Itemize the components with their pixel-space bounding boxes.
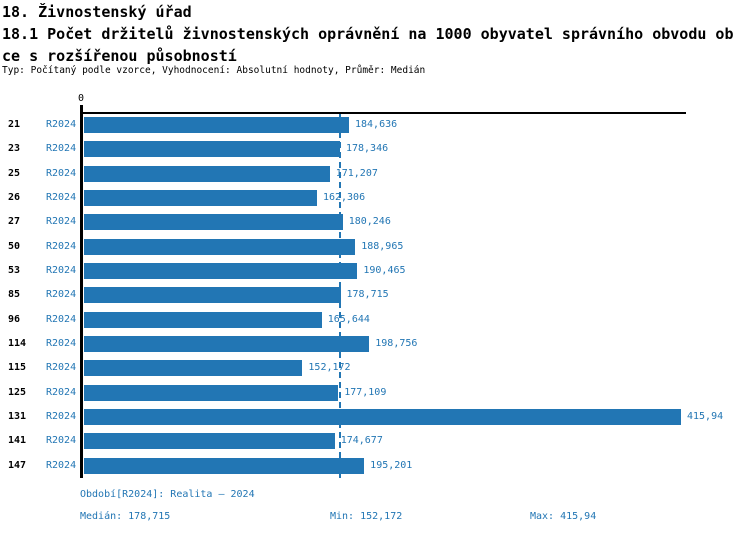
- bar-row: 50 R2024 188,965: [0, 235, 750, 259]
- value-label: 180,246: [348, 216, 391, 228]
- period-label: R2024: [46, 216, 77, 228]
- category-label: 85: [8, 289, 21, 301]
- category-label: 131: [8, 411, 27, 422]
- bar: [84, 433, 335, 450]
- category-label: 141: [8, 435, 27, 447]
- bar-row: 125 R2024 177,109: [0, 381, 750, 405]
- category-label: 147: [8, 459, 27, 471]
- category-label: 53: [8, 265, 21, 276]
- period-label: R2024: [46, 313, 77, 325]
- period-label: R2024: [46, 167, 77, 179]
- y-axis-line: [80, 105, 83, 478]
- bar-row: 141 R2024 174,677: [0, 429, 750, 453]
- bar: [84, 141, 340, 158]
- period-label: R2024: [46, 338, 77, 349]
- bar: [84, 311, 322, 328]
- period-label: R2024: [46, 386, 77, 398]
- category-label: 50: [8, 240, 21, 252]
- category-label: 115: [8, 362, 27, 374]
- footer-max-label: Max: 415,94: [530, 511, 597, 522]
- category-label: 96: [8, 313, 21, 325]
- bar-row: 147 R2024 195,201: [0, 454, 750, 478]
- category-label: 114: [8, 338, 27, 349]
- x-axis-line: [80, 112, 686, 114]
- value-label: 171,207: [335, 167, 378, 179]
- value-label: 178,715: [346, 289, 389, 301]
- period-label: R2024: [46, 143, 77, 155]
- period-label: R2024: [46, 265, 77, 276]
- bar: [84, 117, 349, 134]
- value-label: 190,465: [363, 265, 406, 276]
- value-label: 174,677: [340, 435, 383, 447]
- report-meta: Typ: Počítaný podle vzorce, Vyhodnocení:…: [2, 65, 426, 76]
- value-label: 177,109: [344, 386, 387, 398]
- category-label: 25: [8, 167, 21, 179]
- bar-row: 23 R2024 178,346: [0, 137, 750, 161]
- bar-row: 114 R2024 198,756: [0, 332, 750, 356]
- bar-row: 27 R2024 180,246: [0, 210, 750, 234]
- bar: [84, 457, 365, 474]
- bar-row: 21 R2024 184,636: [0, 113, 750, 137]
- footer-period-label: Období[R2024]: Realita – 2024: [80, 489, 255, 500]
- bar: [84, 165, 330, 182]
- period-label: R2024: [46, 240, 77, 252]
- period-label: R2024: [46, 362, 77, 374]
- bar: [84, 214, 343, 231]
- bar-row: 115 R2024 152,172: [0, 356, 750, 380]
- footer-median-label: Medián: 178,715: [80, 511, 171, 522]
- value-label: 188,965: [361, 240, 404, 252]
- bar: [84, 287, 341, 304]
- category-label: 26: [8, 192, 21, 203]
- value-label: 184,636: [355, 119, 398, 130]
- value-label: 198,756: [375, 338, 418, 349]
- bar-row: 26 R2024 162,306: [0, 186, 750, 210]
- value-label: 165,644: [327, 313, 370, 325]
- bar: [84, 409, 681, 426]
- value-label: 178,346: [345, 143, 389, 155]
- bar-row: 25 R2024 171,207: [0, 162, 750, 186]
- footer-min-label: Min: 152,172: [330, 511, 403, 522]
- bar: [84, 336, 370, 353]
- bar: [84, 190, 317, 207]
- bar: [84, 238, 356, 255]
- report-title: 18. Živnostenský úřad: [2, 3, 192, 21]
- category-label: 21: [8, 119, 21, 130]
- value-label: 415,94: [687, 411, 724, 422]
- category-label: 125: [8, 386, 27, 398]
- x-axis-zero-label: 0: [77, 93, 85, 104]
- category-label: 27: [8, 216, 21, 228]
- period-label: R2024: [46, 289, 77, 301]
- period-label: R2024: [46, 459, 77, 471]
- period-label: R2024: [46, 119, 77, 130]
- bar-row: 131 R2024 415,94: [0, 405, 750, 429]
- period-label: R2024: [46, 411, 77, 422]
- bar-row: 53 R2024 190,465: [0, 259, 750, 283]
- category-label: 23: [8, 143, 21, 155]
- period-label: R2024: [46, 192, 77, 203]
- bar: [84, 263, 358, 280]
- period-label: R2024: [46, 435, 77, 447]
- report-subtitle-line1: 18.1 Počet držitelů živnostenských opráv…: [2, 25, 734, 43]
- bar-row: 96 R2024 165,644: [0, 308, 750, 332]
- bar: [84, 384, 339, 401]
- value-label: 162,306: [322, 192, 366, 203]
- bar-row: 85 R2024 178,715: [0, 283, 750, 307]
- value-label: 152,172: [308, 362, 351, 374]
- bar: [84, 360, 303, 377]
- report-subtitle-line2: ce s rozšířenou působností: [2, 47, 237, 65]
- value-label: 195,201: [370, 459, 413, 471]
